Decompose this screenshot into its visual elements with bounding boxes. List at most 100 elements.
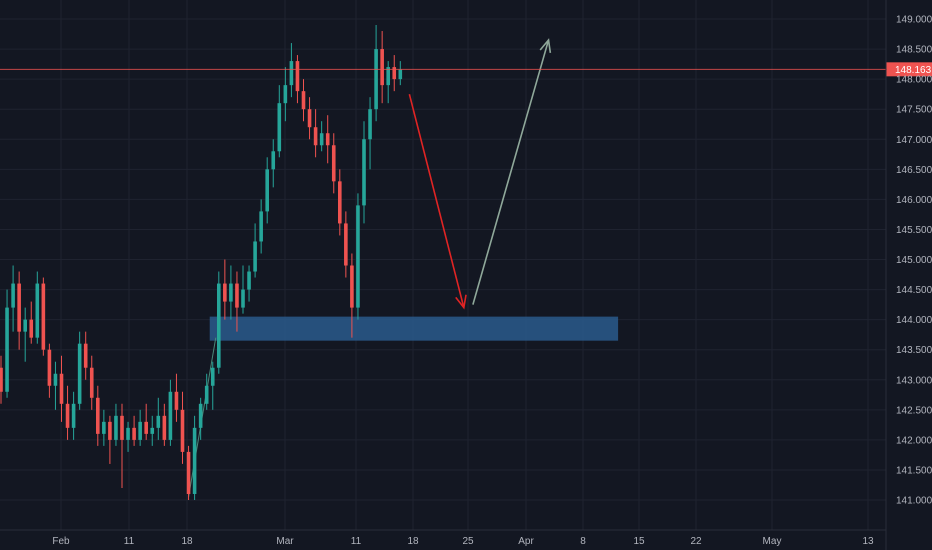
candle [11,265,15,332]
candle [386,61,390,104]
y-tick-label: 143.000 [896,375,932,386]
candle [17,271,21,350]
up-arrow-head[interactable] [539,38,552,54]
candle-body [150,427,155,434]
candle [102,409,106,446]
x-tick-label: 11 [124,536,135,547]
candle-body [380,49,384,86]
y-tick-label: 141.500 [896,465,932,476]
candle-body [217,283,221,368]
candle-body [374,49,378,110]
up-arrow-shaft[interactable] [472,39,550,305]
candle [392,55,397,92]
x-tick-label: 18 [181,536,193,547]
candle [241,265,245,314]
candle [217,271,221,374]
x-tick-label: 13 [862,536,874,547]
candle-body [126,427,130,440]
support-zone[interactable] [209,316,619,341]
candle [374,25,378,122]
candle-body [132,427,136,440]
candle-body [247,271,251,290]
candle [0,355,3,404]
candle [71,391,76,440]
candle [53,361,58,410]
candle-body [241,289,245,308]
candle-body [180,409,185,452]
x-tick-label: Apr [518,536,534,547]
candle-body [102,421,106,434]
x-tick-label: 15 [633,536,645,547]
candle-body [283,85,288,104]
y-tick-label: 143.500 [896,345,932,356]
candle [47,343,52,398]
y-tick-label: 142.500 [896,405,932,416]
current-price-line: 148.163 [0,62,932,77]
candle [253,223,257,278]
candle-body [235,283,239,308]
y-tick-label: 146.000 [896,195,932,206]
down-arrow-shaft[interactable] [408,93,465,308]
up-arrow[interactable] [472,38,552,305]
candle [307,97,312,140]
candle-body [398,69,403,80]
candle-body [29,319,34,338]
y-tick-label: 144.500 [896,285,932,296]
candle-body [47,349,52,386]
candle [23,307,27,362]
candle [35,271,40,344]
candle-body [338,181,342,224]
candle-body [259,211,263,242]
x-tick-label: 8 [580,536,586,547]
candle [150,415,155,446]
candle [362,121,366,224]
candle [5,289,9,398]
candle [198,397,203,440]
candle [247,265,251,302]
candle [126,421,130,452]
candle [338,169,342,236]
candle [313,109,318,158]
candle [204,373,209,410]
y-axis[interactable]: 149.000 148.500 148.000 147.500 147.000 146.5… [885,0,932,550]
candle-body [210,367,215,386]
y-tick-label: 147.500 [896,105,932,116]
down-arrow-head[interactable] [455,294,467,310]
candle [144,403,148,440]
candle-body [331,145,336,182]
candle [114,403,118,446]
candle-body [368,109,372,140]
candle-body [392,67,397,80]
candle-body [0,367,3,392]
candle [271,139,276,188]
candle-body [277,103,282,152]
candle [77,331,82,410]
candle [259,199,263,254]
price-label: 148.163 [895,65,932,76]
candle-body [356,205,360,308]
y-tick-label: 148.500 [896,45,932,56]
candlestick-series [0,25,403,500]
candle-body [229,283,233,302]
candle [192,415,197,500]
candle-body [325,133,330,146]
candle-body [162,415,167,440]
candle-body [138,421,142,440]
candle [223,259,227,320]
x-axis[interactable]: Feb 11 18 Mar 11 18 25 Apr 8 15 22 May 13 [0,529,886,547]
projection-arrows[interactable] [408,38,552,310]
candle-body [17,283,21,332]
y-tick-label: 142.000 [896,435,932,446]
candle-body [313,127,318,146]
x-tick-label: 22 [690,536,702,547]
x-tick-label: 11 [351,536,362,547]
down-arrow[interactable] [408,93,467,310]
candle [138,409,142,446]
candle-body [23,319,27,332]
y-tick-label: 147.000 [896,135,932,146]
candle [180,391,185,464]
candle-body [108,421,112,440]
support-zone-rect[interactable] [209,316,619,341]
